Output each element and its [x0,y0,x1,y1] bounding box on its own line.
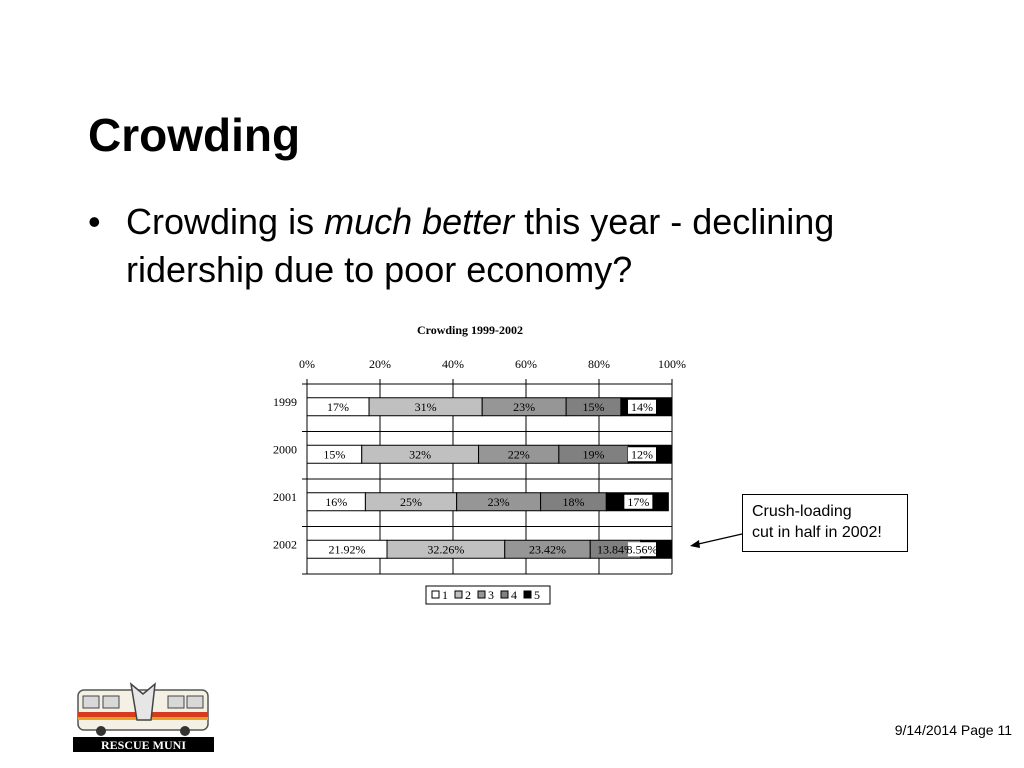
legend-swatch [431,590,440,599]
legend-label: 3 [488,588,494,602]
y-tick-label: 2000 [273,442,297,456]
bullet-marker: • [88,201,101,242]
bullet-text-post: this year - declining ridership due to p… [126,201,835,290]
data-label: 16% [325,495,347,509]
data-label: 17% [327,400,349,414]
data-label: 32% [409,447,431,461]
callout-line-1: Crush-loading [752,503,852,520]
crowding-chart: Crowding 1999-2002 0% 20% 40% 60% 80% 100% 1999… [273,323,686,605]
data-label-bg [628,447,656,462]
bullet-text-emphasis: much better [324,201,515,242]
bus-logo-icon: RESCUE MUNI [73,680,214,752]
data-label: 14% [631,400,653,414]
x-tick-label: 20% [369,357,391,371]
x-tick-label: 0% [299,357,315,371]
x-tick-label: 100% [658,357,686,371]
data-label: 23% [488,495,510,509]
data-label: 23.42% [529,542,566,556]
slide-title: Crowding [88,109,301,161]
legend-swatch [523,590,532,599]
data-label: 25% [400,495,422,509]
legend-label: 4 [511,588,517,602]
data-label-bg [624,494,653,509]
chart-title: Crowding 1999-2002 [417,323,523,337]
data-label: 19% [583,447,605,461]
x-tick-label: 60% [515,357,537,371]
legend-swatch [500,590,509,599]
data-label: 8.56% [627,542,658,556]
data-label: 15% [323,447,345,461]
x-tick-label: 40% [442,357,464,371]
data-label-bg [628,399,656,414]
y-tick-label: 1999 [273,395,297,409]
legend-swatch [477,590,486,599]
data-label: 15% [583,400,605,414]
data-label: 17% [627,495,649,509]
data-label: 23% [513,400,535,414]
callout-box: Crush-loading cut in half in 2002! [742,494,908,552]
data-label: 22% [508,447,530,461]
data-label: 32.26% [427,542,464,556]
x-tick-label: 80% [588,357,610,371]
data-label-bg [628,542,656,557]
data-label: 18% [562,495,584,509]
logo-text: RESCUE MUNI [101,738,186,752]
y-tick-label: 2001 [273,490,297,504]
callout-arrow [690,533,743,548]
rescue-muni-logo: RESCUE MUNI [73,680,214,752]
y-tick-label: 2002 [273,537,297,551]
data-label: 13.84% [597,542,634,556]
legend-label: 2 [465,588,471,602]
data-label: 31% [415,400,437,414]
legend-swatch [454,590,463,599]
bullet-text: Crowding is much better this year - decl… [126,198,946,294]
footer-date-page: 9/14/2014 Page 11 [894,722,1012,738]
legend-label: 1 [442,588,448,602]
callout-line-2: cut in half in 2002! [752,524,882,541]
legend-label: 5 [534,588,540,602]
bullet-text-pre: Crowding is [126,201,325,242]
data-label: 21.92% [329,542,366,556]
data-label: 12% [631,447,653,461]
